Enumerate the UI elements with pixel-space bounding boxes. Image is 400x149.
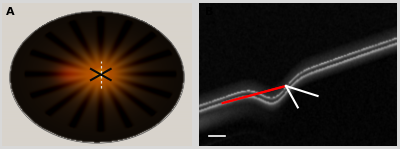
Text: A: A: [6, 7, 14, 17]
Text: B: B: [205, 7, 213, 17]
